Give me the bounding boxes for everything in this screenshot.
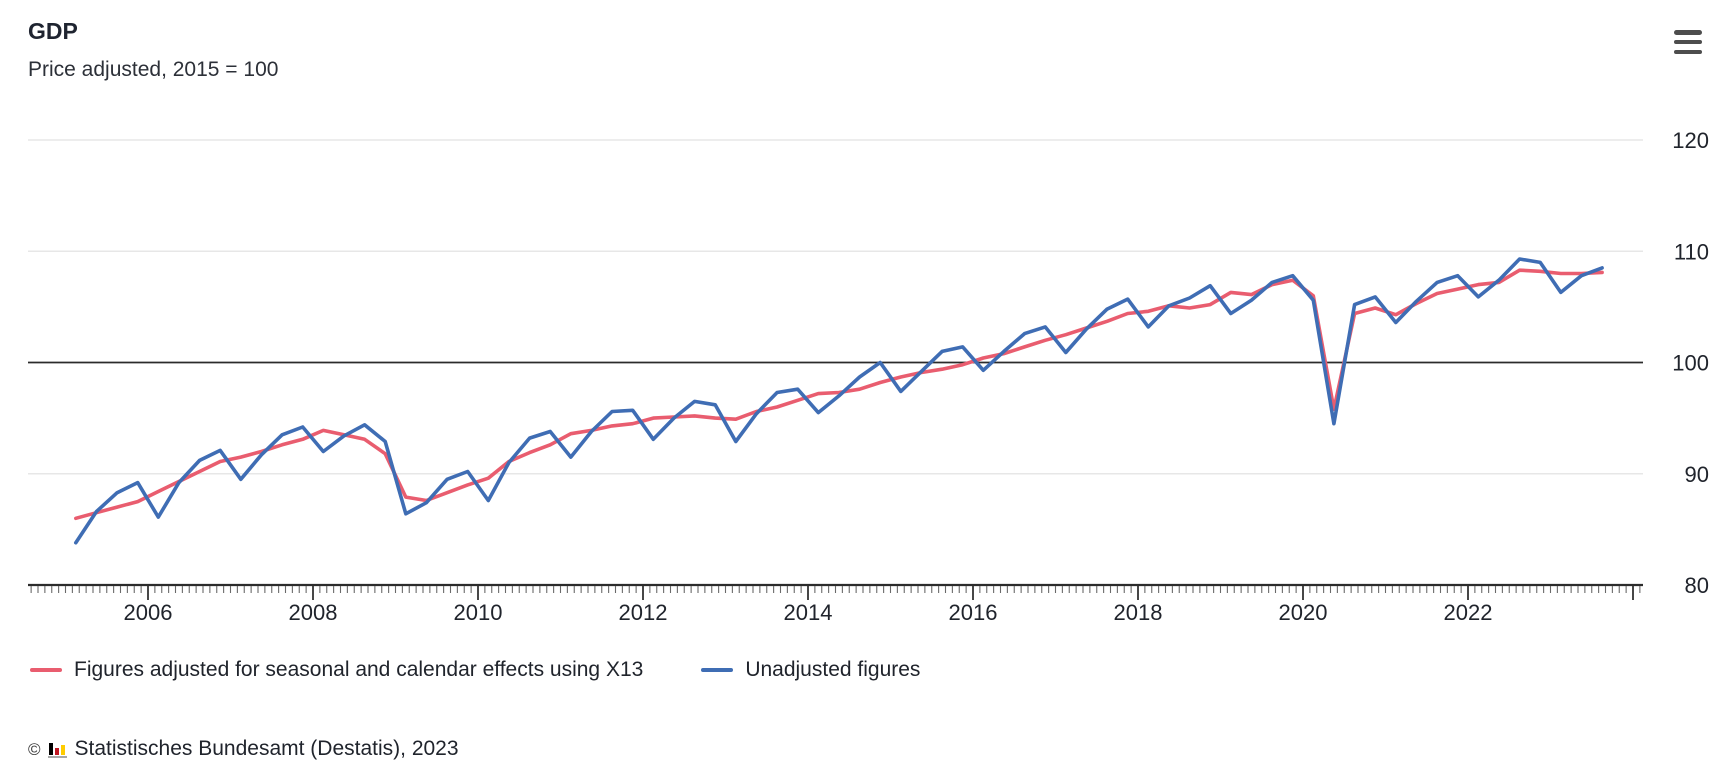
y-tick-label-120: 120 xyxy=(1672,128,1709,153)
x-tick-label-2006: 2006 xyxy=(124,600,173,625)
y-tick-label-90: 90 xyxy=(1685,462,1709,487)
y-tick-label-100: 100 xyxy=(1672,351,1709,376)
source-attribution: © Statistisches Bundesamt (Destatis), 20… xyxy=(28,737,459,761)
legend-item-adjusted[interactable]: Figures adjusted for seasonal and calend… xyxy=(30,658,643,682)
menu-bar xyxy=(1674,49,1702,54)
adjusted-series-dash-icon xyxy=(30,668,62,672)
legend-label-adjusted: Figures adjusted for seasonal and calend… xyxy=(74,658,644,681)
unadjusted-series-dash-icon xyxy=(701,668,734,672)
x-tick-label-2008: 2008 xyxy=(289,600,338,625)
x-tick-label-2016: 2016 xyxy=(949,600,998,625)
x-tick-label-2022: 2022 xyxy=(1444,600,1493,625)
x-tick-label-2014: 2014 xyxy=(784,600,833,625)
x-tick-label-2010: 2010 xyxy=(454,600,503,625)
chart-legend: Figures adjusted for seasonal and calend… xyxy=(30,658,920,682)
series-line-unadjusted[interactable] xyxy=(74,257,1604,545)
x-tick-label-2012: 2012 xyxy=(619,600,668,625)
page-title: GDP xyxy=(28,18,78,44)
hamburger-menu-icon[interactable] xyxy=(1674,30,1702,54)
menu-bar xyxy=(1674,39,1702,45)
y-tick-label-110: 110 xyxy=(1674,239,1709,264)
menu-bar xyxy=(1674,30,1702,35)
destatis-logo-icon xyxy=(47,741,68,758)
chart-subtitle: Price adjusted, 2015 = 100 xyxy=(28,58,279,81)
gdp-line-chart[interactable]: 2006 2008 2010 2012 2014 2016 2018 2020 2022 80 90… xyxy=(0,0,1732,648)
y-tick-label-80: 80 xyxy=(1685,573,1709,598)
x-tick-label-2018: 2018 xyxy=(1114,600,1163,625)
legend-label-unadjusted: Unadjusted figures xyxy=(745,658,921,681)
x-tick-label-2020: 2020 xyxy=(1279,600,1328,625)
source-text: Statistisches Bundesamt (Destatis), 2023 xyxy=(74,737,459,760)
legend-item-unadjusted[interactable]: Unadjusted figures xyxy=(701,658,920,682)
copyright-symbol: © xyxy=(28,740,41,759)
